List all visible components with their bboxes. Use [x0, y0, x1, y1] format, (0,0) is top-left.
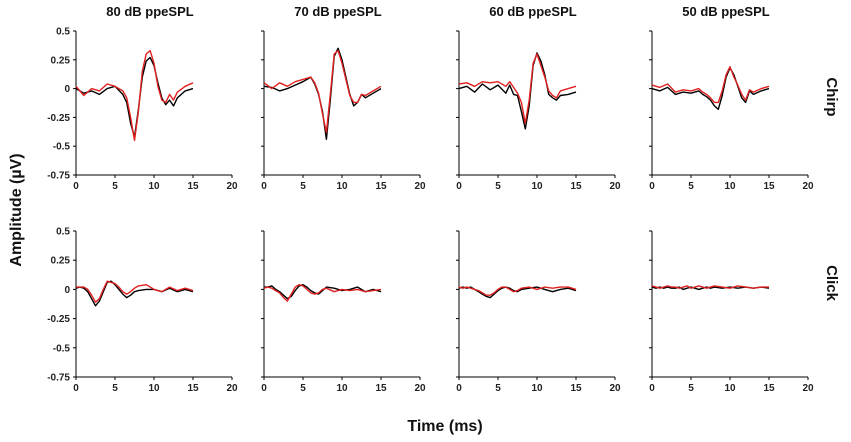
- black-waveform-click-3: [651, 286, 770, 291]
- black-waveform-chirp-1: [263, 47, 382, 140]
- black-waveform-click-2: [458, 286, 577, 299]
- x-tick-label: 10: [531, 383, 543, 394]
- x-tick-label: 0: [261, 181, 267, 192]
- red-waveform-chirp-0: [75, 49, 194, 142]
- y-tick-label: -0.5: [53, 142, 71, 153]
- y-tick-label: 0.5: [56, 227, 70, 238]
- column-title-1: 70 dB ppeSPL: [294, 4, 381, 19]
- column-title-3: 50 dB ppeSPL: [682, 4, 769, 19]
- y-tick-label: -0.75: [47, 373, 70, 384]
- x-tick-label: 10: [336, 181, 348, 192]
- x-tick-label: 10: [724, 383, 736, 394]
- x-tick-label: 10: [531, 181, 543, 192]
- black-waveform-click-0: [75, 280, 194, 307]
- x-tick-label: 20: [414, 383, 426, 394]
- black-waveform-click-1: [264, 284, 382, 300]
- black-waveform-chirp-2: [458, 52, 577, 130]
- red-waveform-click-2: [458, 286, 577, 296]
- x-tick-label: 10: [336, 383, 348, 394]
- y-tick-label: 0.25: [51, 256, 71, 267]
- x-tick-label: 5: [112, 181, 118, 192]
- x-tick-label: 5: [688, 181, 694, 192]
- x-tick-label: 5: [300, 181, 306, 192]
- column-title-0: 80 dB ppeSPL: [106, 4, 193, 19]
- x-axis-title: Time (ms): [407, 418, 482, 435]
- red-waveform-chirp-1: [263, 49, 382, 134]
- x-tick-label: 20: [414, 181, 426, 192]
- row-label-chirp: Chirp: [823, 77, 840, 116]
- column-title-2: 60 dB ppeSPL: [489, 4, 576, 19]
- y-tick-label: 0.25: [51, 55, 71, 66]
- red-waveform-click-3: [651, 285, 769, 289]
- x-tick-label: 10: [724, 181, 736, 192]
- x-tick-label: 15: [763, 181, 775, 192]
- x-tick-label: 15: [375, 383, 387, 394]
- y-tick-label: 0.5: [56, 27, 70, 38]
- red-waveform-click-1: [263, 284, 382, 302]
- y-axis-title: Amplitude (µV): [8, 153, 25, 266]
- red-waveform-chirp-3: [651, 66, 770, 104]
- y-tick-label: -0.5: [53, 343, 71, 354]
- x-tick-label: 0: [73, 383, 79, 394]
- red-waveform-chirp-2: [458, 53, 577, 124]
- y-tick-label: -0.75: [47, 171, 70, 182]
- x-tick-label: 0: [649, 383, 655, 394]
- y-tick-label: -0.25: [47, 314, 70, 325]
- row-label-click: Click: [823, 265, 840, 302]
- x-tick-label: 15: [570, 181, 582, 192]
- x-tick-label: 20: [609, 383, 621, 394]
- x-tick-label: 10: [148, 181, 160, 192]
- x-tick-label: 20: [802, 383, 814, 394]
- red-waveform-click-0: [76, 280, 194, 303]
- x-tick-label: 5: [495, 383, 501, 394]
- black-waveform-chirp-3: [651, 67, 770, 110]
- x-tick-label: 15: [763, 383, 775, 394]
- x-tick-label: 0: [261, 383, 267, 394]
- x-tick-label: 10: [148, 383, 160, 394]
- x-tick-label: 0: [456, 383, 462, 394]
- x-tick-label: 20: [226, 181, 238, 192]
- x-tick-label: 0: [456, 181, 462, 192]
- x-tick-label: 15: [187, 383, 199, 394]
- x-tick-label: 5: [300, 383, 306, 394]
- x-tick-label: 5: [112, 383, 118, 394]
- x-tick-label: 15: [570, 383, 582, 394]
- x-tick-label: 20: [609, 181, 621, 192]
- y-tick-label: 0: [64, 84, 70, 95]
- y-tick-label: -0.25: [47, 113, 70, 124]
- x-tick-label: 5: [495, 181, 501, 192]
- x-tick-label: 15: [375, 181, 387, 192]
- x-tick-label: 20: [226, 383, 238, 394]
- x-tick-label: 20: [802, 181, 814, 192]
- x-tick-label: 5: [688, 383, 694, 394]
- y-tick-label: 0: [64, 285, 70, 296]
- x-tick-label: 0: [73, 181, 79, 192]
- x-tick-label: 0: [649, 181, 655, 192]
- x-tick-label: 15: [187, 181, 199, 192]
